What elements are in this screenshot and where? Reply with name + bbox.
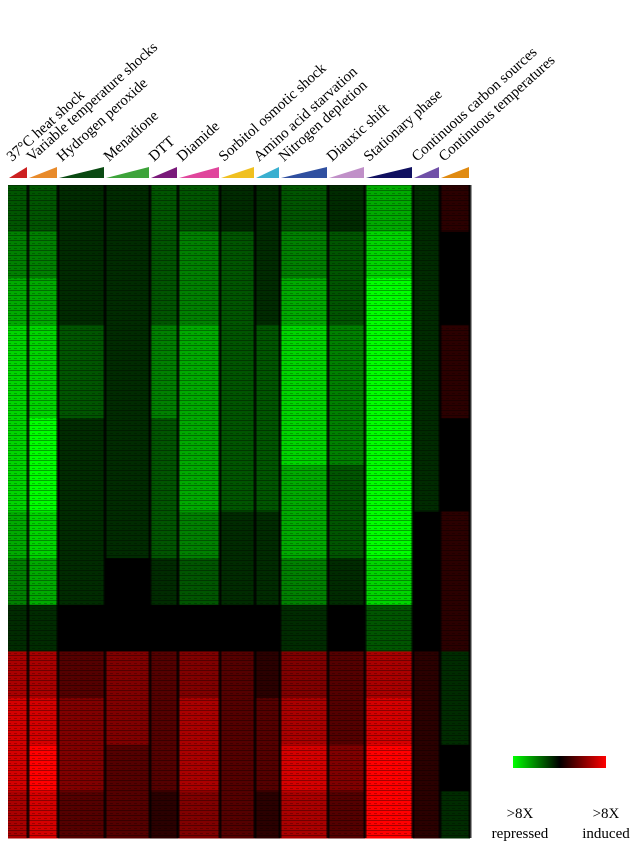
separator <box>253 185 257 838</box>
heatmap-texture <box>8 185 470 838</box>
colorbar <box>513 756 606 768</box>
separator <box>26 185 30 838</box>
separator <box>103 185 107 838</box>
colorbar-low-label: >8X <box>507 806 534 822</box>
condition-wedge <box>329 167 364 178</box>
separator <box>438 185 442 838</box>
condition-wedge <box>179 167 219 178</box>
separator <box>468 185 472 838</box>
separator <box>218 185 222 838</box>
separator <box>411 185 415 838</box>
condition-wedge <box>29 167 57 178</box>
condition-label: Variable temperature shocks <box>24 39 161 165</box>
condition-label: Diamide <box>174 118 223 165</box>
condition-label: DTT <box>146 134 178 165</box>
separator <box>148 185 152 838</box>
condition-wedge <box>151 167 177 178</box>
colorbar-high-label: induced <box>582 826 630 842</box>
separator <box>278 185 282 838</box>
condition-wedge <box>441 167 469 178</box>
separator <box>363 185 367 838</box>
separator <box>176 185 180 838</box>
condition-wedge <box>256 167 279 178</box>
condition-wedge <box>366 167 412 178</box>
condition-wedge <box>221 167 254 178</box>
condition-wedge <box>59 167 104 178</box>
separator <box>56 185 60 838</box>
condition-wedge <box>414 167 439 178</box>
condition-wedge <box>281 167 327 178</box>
condition-wedge <box>9 167 27 178</box>
condition-label: Continuous temperatures <box>436 52 559 165</box>
colorbar-low-label: repressed <box>492 826 549 842</box>
condition-wedge <box>106 167 149 178</box>
colorbar-high-label: >8X <box>593 806 620 822</box>
separator <box>326 185 330 838</box>
